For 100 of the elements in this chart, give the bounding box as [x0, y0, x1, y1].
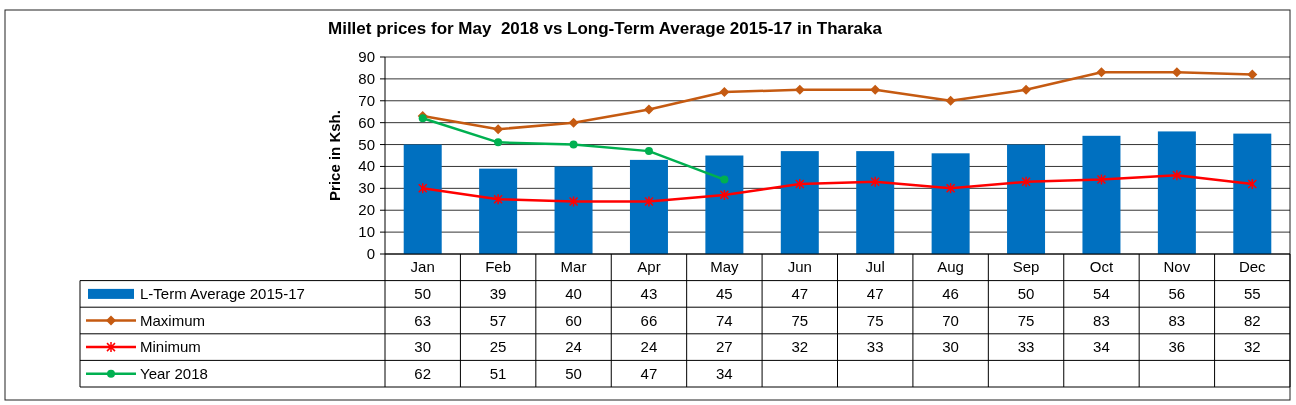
bar [705, 155, 744, 254]
y-tick-label: 50 [358, 135, 375, 153]
data-label: 50 [1017, 284, 1035, 302]
x-tick-label: May [710, 258, 740, 276]
point [719, 87, 730, 98]
bar [856, 151, 895, 254]
bar [1082, 135, 1121, 254]
data-label: 47 [640, 364, 658, 382]
data-label: 24 [640, 338, 658, 356]
data-label: 46 [942, 284, 959, 302]
data-label: 60 [565, 311, 582, 329]
point [794, 84, 805, 95]
point [870, 84, 881, 95]
y-tick-label: 20 [358, 201, 375, 219]
data-label: 33 [1017, 338, 1035, 356]
data-label: 75 [791, 311, 809, 329]
y-axis-title: Price in Ksh. [326, 110, 343, 201]
x-tick-label: Feb [485, 258, 512, 276]
data-label: 63 [414, 311, 432, 329]
x-tick-label: Jan [410, 258, 435, 276]
x-tick-label: Oct [1089, 258, 1114, 276]
data-label: 82 [1243, 311, 1261, 329]
data-label: 83 [1168, 311, 1186, 329]
chart-title: Millet prices for May 2018 vs Long-Term Average 2015-17 in Tharaka [328, 19, 883, 38]
point [870, 176, 880, 188]
x-tick-label: Jun [787, 258, 812, 276]
x-tick-label: Sep [1012, 258, 1040, 276]
point [494, 138, 503, 147]
data-label: 39 [489, 284, 507, 302]
point [1096, 173, 1107, 186]
data-label: 47 [866, 284, 884, 302]
data-label: 36 [1168, 338, 1186, 356]
point [719, 189, 730, 201]
data-label: 54 [1093, 284, 1110, 302]
legend-label: Maximum [140, 311, 206, 329]
bar [1233, 133, 1272, 254]
bar [1157, 131, 1196, 254]
data-label: 50 [565, 364, 582, 382]
data-label: 32 [791, 338, 809, 356]
point [945, 95, 956, 106]
point [643, 104, 654, 115]
point [1096, 67, 1107, 78]
point [568, 195, 579, 208]
data-label: 70 [942, 311, 959, 329]
data-label: 50 [414, 284, 432, 302]
point [569, 140, 578, 149]
point [1172, 169, 1182, 181]
data-label: 24 [565, 338, 582, 356]
x-tick-label: Mar [560, 258, 587, 276]
legend-label: Year 2018 [140, 364, 208, 382]
data-label: 66 [640, 311, 658, 329]
y-tick-label: 40 [358, 157, 375, 175]
x-tick-label: Nov [1163, 258, 1191, 276]
data-label: 45 [716, 284, 733, 302]
data-label: 47 [791, 284, 809, 302]
data-label: 62 [414, 364, 432, 382]
data-label: 43 [640, 284, 658, 302]
bar [554, 166, 593, 254]
data-label: 34 [716, 364, 733, 382]
y-tick-label: 90 [358, 48, 375, 65]
data-label: 30 [942, 338, 959, 356]
point [1247, 69, 1258, 80]
bar [780, 151, 819, 254]
point [1021, 84, 1032, 95]
data-label: 57 [489, 311, 507, 329]
data-label: 33 [866, 338, 884, 356]
y-tick-label: 30 [358, 179, 375, 197]
data-label: 27 [716, 338, 733, 356]
legend-label: L-Term Average 2015-17 [140, 284, 305, 302]
data-label: 25 [489, 338, 507, 356]
data-label: 74 [716, 311, 733, 329]
data-label: 51 [489, 364, 507, 382]
x-tick-label: Apr [637, 258, 661, 276]
data-label: 75 [1017, 311, 1035, 329]
data-label: 40 [565, 284, 582, 302]
data-label: 32 [1243, 338, 1261, 356]
y-tick-label: 10 [358, 223, 375, 241]
point [720, 175, 729, 184]
x-tick-label: Dec [1238, 258, 1267, 276]
data-label: 75 [866, 311, 884, 329]
point [644, 147, 653, 156]
data-label: 30 [414, 338, 432, 356]
x-tick-label: Jul [865, 258, 885, 276]
bar [1007, 144, 1046, 254]
data-label: 83 [1093, 311, 1110, 329]
legend-label: Minimum [140, 338, 201, 356]
y-tick-label: 80 [358, 69, 375, 87]
point [644, 195, 654, 208]
point [493, 124, 504, 135]
y-tick-label: 70 [358, 91, 375, 109]
point [417, 182, 428, 195]
y-tick-label: 60 [358, 113, 375, 131]
point [1247, 178, 1258, 190]
point [568, 117, 579, 128]
bar [479, 168, 518, 254]
point [493, 193, 503, 206]
bar [403, 144, 442, 254]
bar [629, 159, 668, 254]
x-tick-label: Aug [937, 258, 964, 276]
point [1021, 176, 1031, 188]
